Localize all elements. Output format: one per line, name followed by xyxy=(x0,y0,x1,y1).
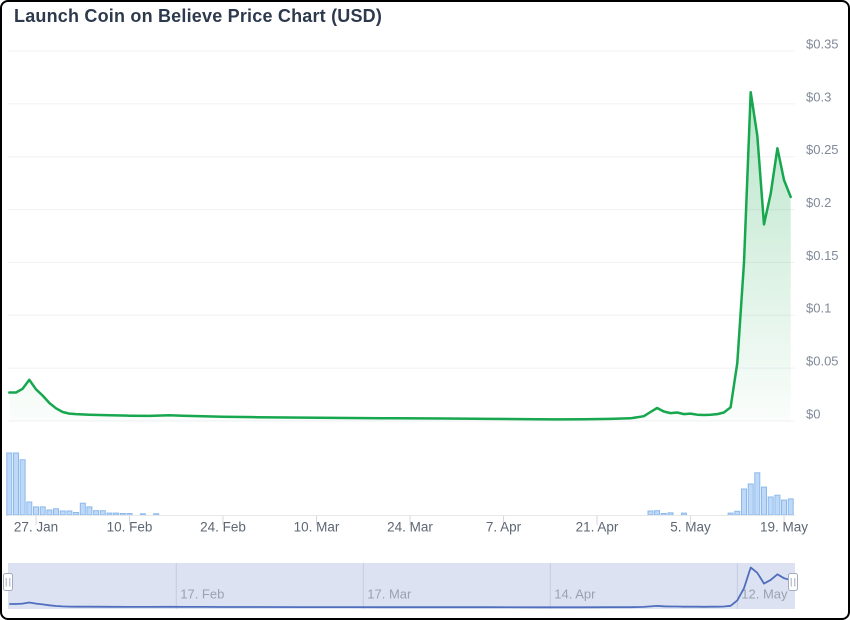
y-axis-label: $0 xyxy=(806,406,820,421)
volume-bar[interactable] xyxy=(741,488,747,516)
volume-bar[interactable] xyxy=(139,513,146,516)
navigator-line xyxy=(9,566,791,609)
volume-bar[interactable] xyxy=(113,512,120,516)
volume-bar[interactable] xyxy=(787,498,794,516)
x-axis-label: 24. Mar xyxy=(387,520,433,535)
volume-bar[interactable] xyxy=(26,501,33,516)
y-axis-label: $0.2 xyxy=(806,195,831,210)
volume-bar[interactable] xyxy=(119,513,126,516)
volume-bar[interactable] xyxy=(153,513,160,516)
price-area xyxy=(9,92,791,421)
volume-bar[interactable] xyxy=(6,452,13,516)
chart-title: Launch Coin on Believe Price Chart (USD) xyxy=(14,6,383,26)
volume-bar[interactable] xyxy=(93,510,100,516)
y-axis-label: $0.3 xyxy=(806,89,831,104)
x-axis-label: 10. Feb xyxy=(107,520,153,535)
volume-bar[interactable] xyxy=(667,512,674,516)
y-axis-label: $0.15 xyxy=(806,248,839,263)
volume-bar[interactable] xyxy=(86,506,93,516)
volume-bar[interactable] xyxy=(46,509,53,516)
volume-bar[interactable] xyxy=(647,510,654,516)
volume-bar[interactable] xyxy=(53,508,59,516)
volume-bar[interactable] xyxy=(66,510,73,516)
navigator-label: 14. Apr xyxy=(554,586,596,601)
volume-bar[interactable] xyxy=(79,502,86,516)
volume-bar[interactable] xyxy=(106,512,113,516)
y-axis-label: $0.05 xyxy=(806,354,839,369)
x-axis-label: 5. May xyxy=(670,520,711,535)
x-axis-label: 10. Mar xyxy=(294,520,340,535)
volume-bar[interactable] xyxy=(39,506,46,516)
volume-bar[interactable] xyxy=(761,486,767,516)
volume-bar[interactable] xyxy=(754,472,761,516)
y-axis-label: $0.25 xyxy=(806,142,839,157)
navigator-label: 12. May xyxy=(741,586,788,601)
x-axis-label: 7. Apr xyxy=(486,520,522,535)
volume-bar[interactable] xyxy=(680,512,687,516)
volume-bar[interactable] xyxy=(126,513,133,516)
volume-bar[interactable] xyxy=(734,510,741,516)
navigator-label: 17. Mar xyxy=(367,586,412,601)
volume-bar[interactable] xyxy=(73,512,80,516)
navigator-handle-right[interactable] xyxy=(788,573,798,591)
x-axis-label: 21. Apr xyxy=(576,520,619,535)
volume-bar[interactable] xyxy=(727,512,734,516)
volume-bar[interactable] xyxy=(660,513,667,516)
volume-bar[interactable] xyxy=(654,510,661,516)
navigator-handle-left[interactable] xyxy=(3,573,13,591)
navigator-track[interactable] xyxy=(8,563,795,609)
volume-bar[interactable] xyxy=(774,494,781,516)
volume-bar[interactable] xyxy=(781,499,787,516)
volume-bar[interactable] xyxy=(19,459,26,516)
x-axis-label: 19. May xyxy=(760,520,808,535)
volume-bar[interactable] xyxy=(13,452,19,516)
x-axis-label: 24. Feb xyxy=(200,520,246,535)
volume-bar[interactable] xyxy=(767,496,774,516)
price-line[interactable] xyxy=(8,90,792,421)
y-axis-label: $0.35 xyxy=(806,36,839,51)
navigator-label: 17. Feb xyxy=(180,586,224,601)
x-axis-label: 27. Jan xyxy=(14,520,58,535)
volume-bar[interactable] xyxy=(59,510,66,516)
volume-bar[interactable] xyxy=(99,510,106,516)
volume-bar[interactable] xyxy=(33,506,39,516)
volume-bar[interactable] xyxy=(747,483,754,516)
y-axis-label: $0.1 xyxy=(806,301,831,316)
